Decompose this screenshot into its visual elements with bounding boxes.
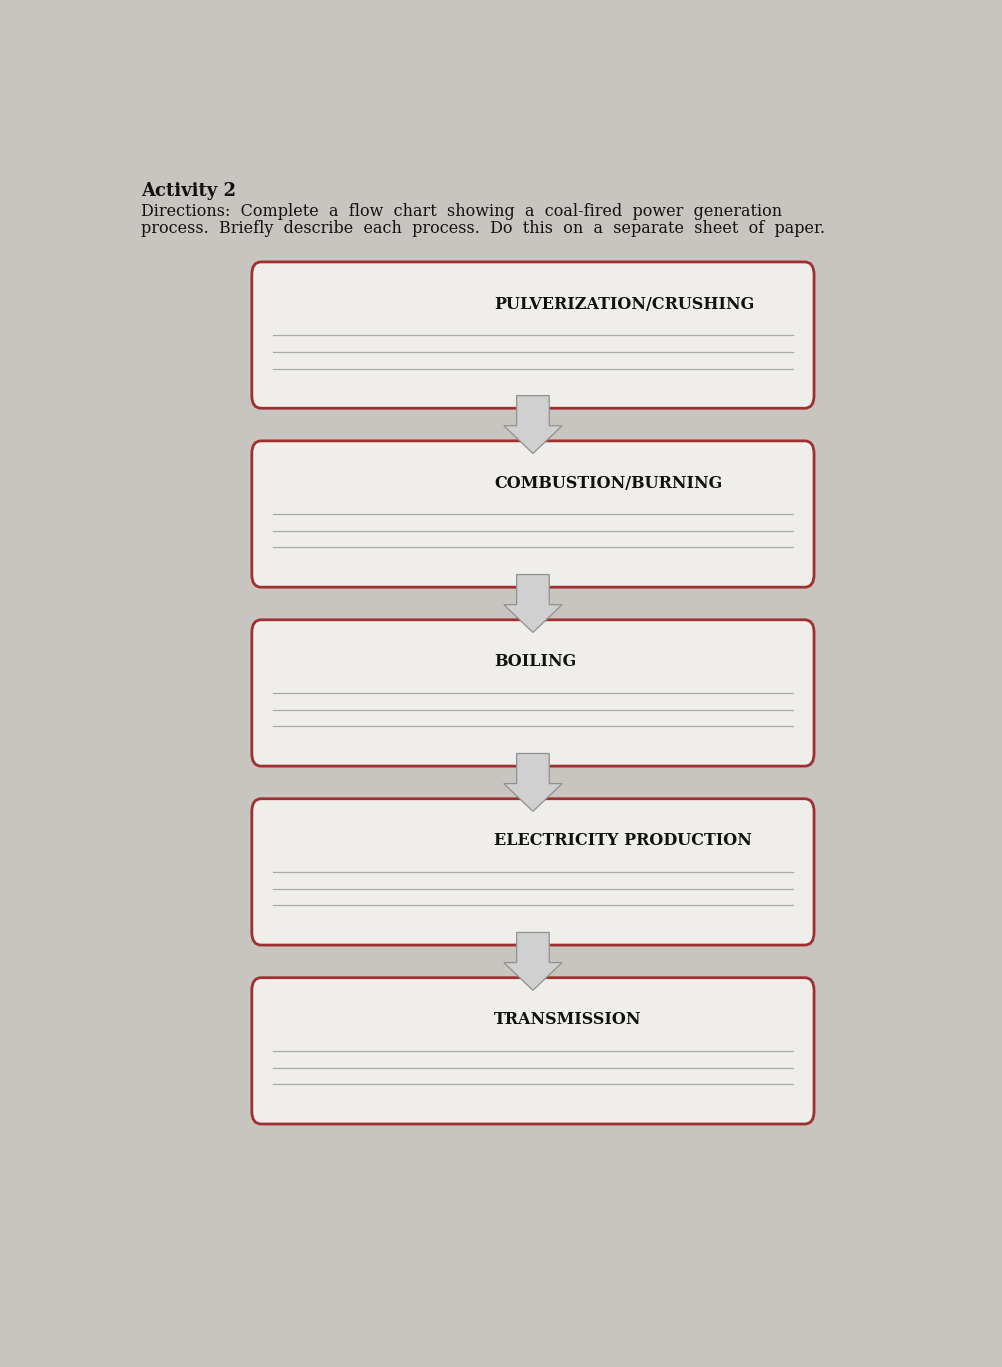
Text: COMBUSTION/BURNING: COMBUSTION/BURNING xyxy=(494,474,722,492)
FancyBboxPatch shape xyxy=(252,442,814,588)
Text: TRANSMISSION: TRANSMISSION xyxy=(494,1012,641,1028)
Text: Activity 2: Activity 2 xyxy=(140,182,235,200)
Text: BOILING: BOILING xyxy=(494,653,576,670)
Text: process.  Briefly  describe  each  process.  Do  this  on  a  separate  sheet  o: process. Briefly describe each process. … xyxy=(140,220,825,236)
FancyBboxPatch shape xyxy=(252,619,814,766)
Polygon shape xyxy=(504,574,562,633)
Text: ELECTRICITY PRODUCTION: ELECTRICITY PRODUCTION xyxy=(494,833,752,849)
FancyBboxPatch shape xyxy=(252,977,814,1124)
FancyBboxPatch shape xyxy=(252,262,814,409)
Text: PULVERIZATION/CRUSHING: PULVERIZATION/CRUSHING xyxy=(494,295,755,313)
FancyBboxPatch shape xyxy=(252,798,814,945)
Polygon shape xyxy=(504,753,562,812)
Polygon shape xyxy=(504,395,562,454)
Polygon shape xyxy=(504,932,562,990)
Text: Directions:  Complete  a  flow  chart  showing  a  coal-fired  power  generation: Directions: Complete a flow chart showin… xyxy=(140,202,782,220)
